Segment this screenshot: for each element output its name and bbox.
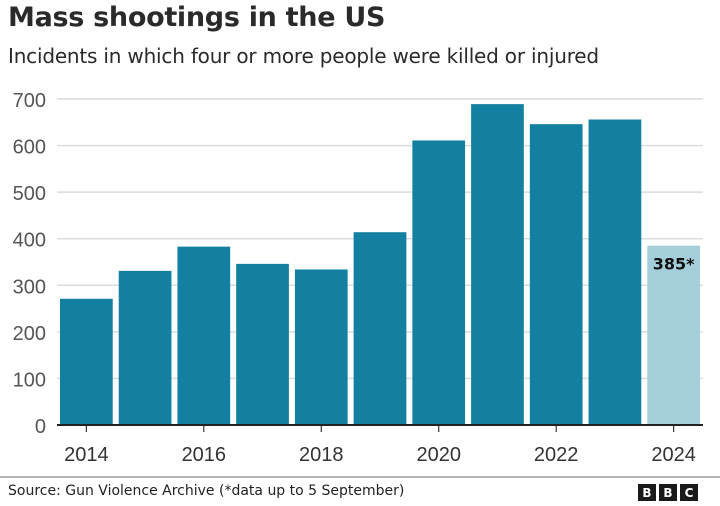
y-tick-label: 0 [35, 416, 46, 438]
x-tick-label: 2020 [416, 444, 461, 466]
bar-2021 [471, 104, 524, 425]
y-tick-label: 500 [13, 183, 46, 205]
bar-2022 [529, 124, 583, 426]
x-tick-label: 2014 [64, 444, 109, 466]
bbc-logo-letter: C [680, 484, 698, 501]
bar-2014 [60, 298, 113, 425]
x-tick-label: 2018 [299, 444, 344, 466]
y-tick-label: 600 [13, 137, 46, 159]
bar-2024 [647, 245, 700, 425]
y-tick-label: 400 [13, 230, 46, 252]
y-tick-label: 200 [13, 323, 46, 345]
chart-title: Mass shootings in the US [8, 2, 386, 33]
x-tick-label: 2024 [651, 444, 696, 466]
source-note: Source: Gun Violence Archive (*data up t… [8, 483, 405, 499]
y-tick-label: 100 [13, 369, 46, 391]
footer-divider [0, 476, 720, 478]
bar-2019 [353, 232, 407, 425]
bar-2015 [118, 270, 172, 425]
bar-chart: 0 100 200 300 400 500 600 700 2014 2016 2018 2020 20… [13, 90, 703, 466]
data-label: 385* [653, 255, 695, 274]
bbc-logo-letter: B [659, 484, 677, 501]
x-tick-label: 2016 [182, 444, 227, 466]
bar-2020 [412, 140, 466, 425]
y-tick-label: 700 [13, 90, 46, 112]
bar-2016 [177, 246, 231, 425]
chart-subtitle: Incidents in which four or more people w… [8, 44, 599, 68]
x-tick-label: 2022 [534, 444, 579, 466]
bar-2018 [294, 269, 348, 425]
bar-2023 [588, 119, 642, 426]
bbc-logo: B B C [638, 484, 698, 501]
y-tick-label: 300 [13, 276, 46, 298]
bbc-logo-letter: B [638, 484, 656, 501]
bar-2017 [236, 263, 289, 425]
